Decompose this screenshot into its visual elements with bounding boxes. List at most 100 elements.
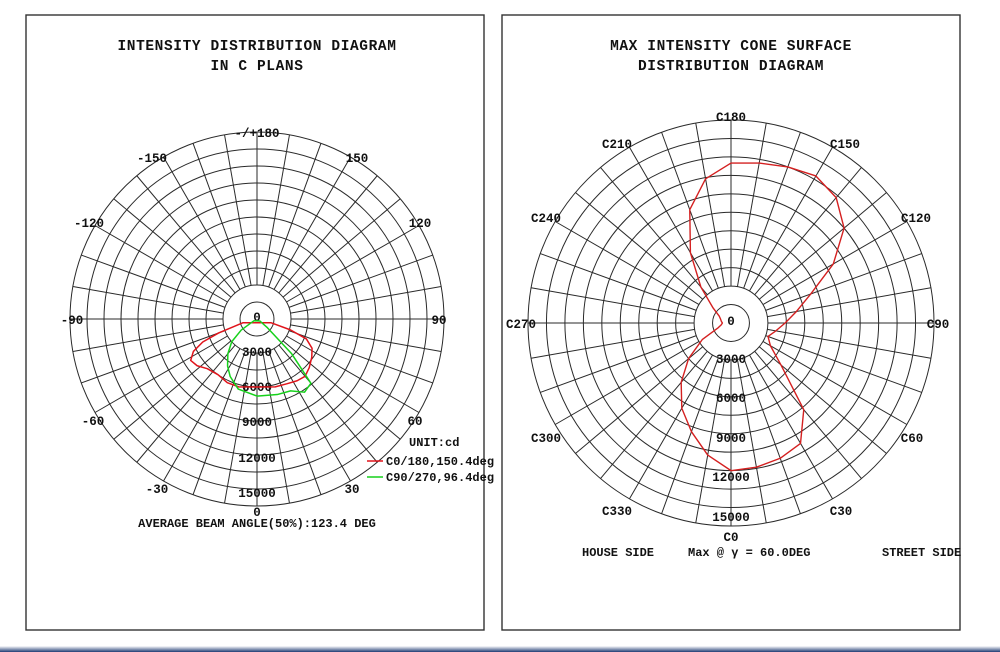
- left-grid-spoke-290: [81, 330, 226, 384]
- left-radial-tick-12000: 12000: [238, 452, 276, 466]
- max-gamma-label: Max @ γ = 60.0DEG: [688, 546, 810, 560]
- right-grid-spoke-160: [743, 132, 801, 289]
- curve-c0-180: [189, 322, 313, 388]
- left-grid-spoke-230: [113, 198, 232, 298]
- right-grid-spoke-330: [629, 354, 713, 500]
- right-grid-spoke-290: [540, 335, 697, 393]
- right-radial-tick-9000: 9000: [716, 432, 746, 446]
- left-grid-spoke-10: [262, 352, 290, 504]
- right-caption: HOUSE SIDE Max @ γ = 60.0DEG STREET SIDE: [582, 546, 961, 560]
- right-grid-spoke-50: [758, 346, 887, 454]
- left-polar-grid: [69, 131, 445, 507]
- right-radial-tick-6000: 6000: [716, 392, 746, 406]
- left-grid-spoke-160: [268, 143, 322, 288]
- right-angle-label-c60: C60: [901, 432, 924, 446]
- legend-label-c90-270: C90/270,96.4deg: [386, 471, 494, 485]
- left-grid-spoke-30: [273, 348, 351, 482]
- curve-c90-270: [226, 319, 312, 397]
- left-grid-spoke-100: [290, 286, 442, 314]
- right-grid-spoke-210: [629, 146, 713, 292]
- left-grid-spoke-80: [290, 324, 442, 352]
- left-radial-tick-0: 0: [253, 311, 261, 325]
- right-angle-label-c0: C0: [723, 531, 738, 545]
- left-grid-spoke-330: [163, 348, 241, 482]
- right-angle-label-c210: C210: [602, 138, 632, 152]
- street-side-label: STREET SIDE: [882, 546, 961, 560]
- house-side-label: HOUSE SIDE: [582, 546, 654, 560]
- left-panel-frame: [25, 14, 485, 631]
- right-grid-spoke-320: [600, 350, 708, 479]
- right-grid-spoke-150: [749, 146, 833, 292]
- right-grid-spoke-60: [762, 341, 908, 425]
- left-angle-label-0: 0: [253, 506, 261, 520]
- right-angle-label-c180: C180: [716, 111, 746, 125]
- right-angle-label-c270: C270: [506, 318, 536, 332]
- left-angle-label-neg30: -30: [146, 483, 169, 497]
- left-grid-spoke-250: [81, 254, 226, 308]
- left-grid-spoke-300: [94, 335, 228, 413]
- right-angle-label-c120: C120: [901, 212, 931, 226]
- left-chart-title: INTENSITY DISTRIBUTION DIAGRAM: [117, 39, 396, 55]
- right-grid-spoke-30: [749, 354, 833, 500]
- right-curves: [680, 162, 845, 472]
- right-grid-spoke-170: [736, 122, 767, 287]
- right-grid-spoke-190: [695, 122, 726, 287]
- right-angle-label-c240: C240: [531, 212, 561, 226]
- left-angle-label-90: 90: [431, 314, 446, 328]
- left-grid-spoke-130: [282, 198, 401, 298]
- unit-label: UNIT:cd: [409, 436, 459, 450]
- right-grid-spoke-20: [743, 357, 801, 514]
- right-panel-frame: [501, 14, 961, 631]
- right-radial-ticks: 0 3000 6000 9000 12000 15000: [712, 315, 750, 525]
- right-grid-spoke-80: [767, 328, 932, 359]
- left-radial-tick-6000: 6000: [242, 381, 272, 395]
- left-grid-spoke-170: [262, 134, 290, 286]
- left-grid-spoke-320: [136, 344, 236, 463]
- left-grid-spoke-220: [136, 175, 236, 294]
- left-grid-spoke-310: [113, 340, 232, 440]
- right-chart-title: MAX INTENSITY CONE SURFACE: [610, 39, 852, 55]
- right-grid-spoke-100: [767, 287, 932, 318]
- left-grid-spoke-240: [94, 225, 228, 303]
- right-grid-spoke-10: [736, 359, 767, 524]
- left-grid-spoke-150: [273, 156, 351, 290]
- left-grid-ring-1500: [239, 301, 275, 337]
- right-polar-grid: [527, 119, 935, 527]
- right-grid-spoke-350: [695, 359, 726, 524]
- right-grid-spoke-280: [530, 328, 695, 359]
- left-angle-label-30: 30: [344, 483, 359, 497]
- left-grid-spoke-210: [163, 156, 241, 290]
- left-chart-subtitle: IN C PLANS: [210, 59, 303, 75]
- right-grid-spoke-300: [554, 341, 700, 425]
- right-chart-subtitle: DISTRIBUTION DIAGRAM: [638, 59, 824, 75]
- left-grid-spoke-110: [288, 254, 433, 308]
- right-radial-tick-15000: 15000: [712, 511, 750, 525]
- right-radial-tick-3000: 3000: [716, 353, 746, 367]
- left-radial-tick-3000: 3000: [242, 346, 272, 360]
- right-angle-label-c30: C30: [830, 505, 853, 519]
- left-grid-spoke-70: [288, 330, 433, 384]
- left-grid-spoke-60: [286, 335, 420, 413]
- right-grid-spoke-310: [575, 346, 704, 454]
- right-radial-tick-0: 0: [727, 315, 735, 329]
- right-grid-spoke-240: [554, 221, 700, 305]
- right-radial-tick-12000: 12000: [712, 471, 750, 485]
- right-angle-label-c90: C90: [927, 318, 950, 332]
- right-angle-label-c330: C330: [602, 505, 632, 519]
- left-legend: UNIT:cd C0/180,150.4deg C90/270,96.4deg: [367, 436, 494, 485]
- right-grid-spoke-140: [754, 167, 862, 296]
- right-angle-labels: C180 C150 C210 C120 C240 C90 C270 C60 C3…: [506, 111, 949, 545]
- left-grid-spoke-260: [72, 286, 224, 314]
- right-grid-spoke-340: [661, 357, 719, 514]
- right-grid-spoke-260: [530, 287, 695, 318]
- left-angle-label-150: 150: [346, 152, 369, 166]
- left-radial-tick-15000: 15000: [238, 487, 276, 501]
- left-grid-spoke-190: [224, 134, 252, 286]
- left-angle-label-neg150: -150: [137, 152, 167, 166]
- right-grid-spoke-230: [575, 192, 704, 300]
- left-grid-spoke-200: [192, 143, 246, 288]
- left-angle-label-neg120: -120: [74, 217, 104, 231]
- left-grid-spoke-140: [278, 175, 378, 294]
- left-radial-tick-9000: 9000: [242, 416, 272, 430]
